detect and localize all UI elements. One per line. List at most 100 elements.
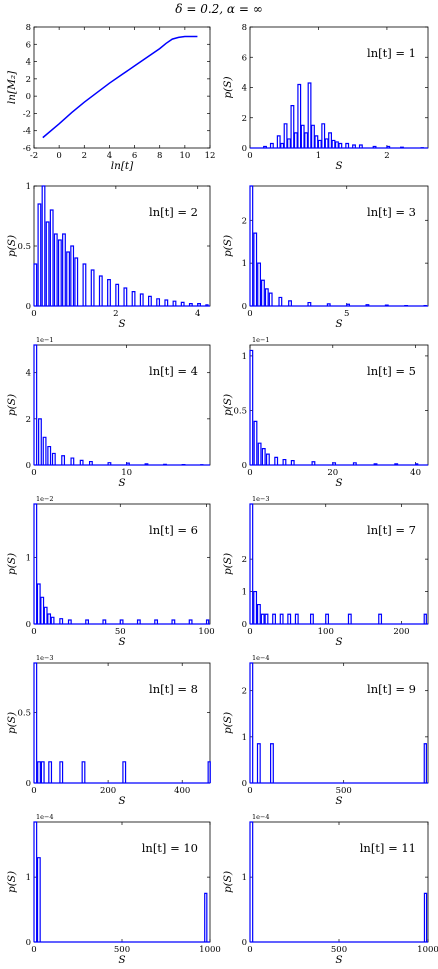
x-tick-label: 500 (331, 945, 347, 955)
histogram-bar (282, 458, 287, 465)
x-tick-label: 0 (247, 786, 252, 796)
histogram-bar (82, 263, 87, 306)
x-tick-label: 2 (113, 309, 118, 319)
histogram-bar (338, 142, 343, 148)
histogram-bar (98, 275, 103, 306)
panel-1: -2 0 2 4 6 8 10 12 -6 -4 -2 0 2 4 6 8 ln[t] ln[M₂] (6, 23, 215, 172)
x-tick-label: 100 (198, 627, 214, 637)
histogram-bar (324, 138, 329, 148)
x-tick-label: 4 (195, 309, 200, 319)
histogram-bar (283, 123, 288, 148)
y-tick-label: -4 (23, 127, 31, 137)
panel-2: 0 1 2 0 2 4 6 8 Sp(S) ln[t] = 1 (222, 23, 429, 172)
x-tick-label: 400 (174, 786, 190, 796)
histogram-bar (48, 761, 53, 783)
x-tick-label: 0 (31, 945, 36, 955)
panel-label: ln[t] = 7 (367, 523, 416, 537)
histogram-bar (74, 257, 79, 306)
histogram-bar (263, 145, 267, 148)
x-axis-label: S (335, 636, 342, 648)
histogram-bar (352, 462, 357, 465)
axis-exponent: 1e−4 (36, 813, 54, 821)
histogram-bar (261, 279, 265, 306)
y-tick-label: 0 (242, 779, 247, 789)
y-tick-label: 0 (26, 461, 31, 471)
histogram-bar (79, 459, 84, 465)
histogram-bar (253, 590, 258, 624)
x-tick-label: 40 (410, 468, 421, 478)
panel-11: 0 500 1000 0 1 1e−4 Sp(S) ln[t] = 10 (6, 813, 221, 966)
x-tick-label: 6 (132, 151, 137, 161)
histogram-bar (307, 82, 312, 148)
histogram-bar (188, 303, 193, 306)
histogram-bar (115, 283, 120, 306)
histogram-bar (358, 144, 363, 148)
x-tick-label: 0 (247, 627, 252, 637)
axis-exponent: 1e−1 (36, 336, 54, 344)
histogram-bar (90, 269, 95, 306)
histogram-bar (278, 296, 283, 306)
y-axis-label: p(S) (6, 235, 18, 257)
x-tick-label: 1000 (417, 945, 438, 955)
histogram-bar (33, 662, 38, 783)
x-tick-label: 0 (31, 786, 36, 796)
x-axis-label: S (118, 954, 125, 966)
histogram-bar (47, 445, 52, 465)
x-axis-label: S (335, 795, 342, 807)
histogram-bar (328, 132, 333, 148)
histogram-bar (42, 436, 47, 465)
histogram-bar (268, 292, 273, 306)
histogram-bar (372, 145, 377, 148)
histogram-bar (347, 613, 352, 624)
histogram-bar (102, 619, 107, 624)
plot-frame (33, 185, 211, 307)
histogram-bar (139, 293, 144, 306)
y-tick-label: 2 (242, 216, 247, 226)
y-tick-label: 0.5 (17, 242, 31, 252)
x-axis-label: S (335, 954, 342, 966)
histogram-bar (294, 613, 299, 624)
y-axis-label: ln[M₂] (6, 70, 18, 104)
histogram-bar (156, 298, 161, 306)
histogram-bar (261, 448, 266, 465)
histogram-bar (70, 457, 75, 465)
histogram-bar (37, 761, 41, 783)
histogram-bar (345, 142, 350, 148)
panel-label: ln[t] = 5 (367, 364, 416, 378)
x-tick-label: 5 (344, 309, 349, 319)
histogram-bar (205, 619, 210, 624)
histogram-bar (311, 461, 316, 465)
y-tick-label: 0 (242, 144, 247, 154)
y-tick-label: 2 (26, 415, 31, 425)
y-tick-label: 1 (242, 588, 247, 598)
x-tick-label: 20 (327, 468, 338, 478)
histogram-bar (180, 301, 185, 306)
panel-label: ln[t] = 10 (142, 841, 198, 855)
histogram-bar (207, 761, 211, 783)
x-tick-label: -2 (30, 151, 38, 161)
histogram-bar (107, 462, 112, 465)
histogram-bar (33, 263, 38, 306)
y-axis-label: p(S) (222, 871, 234, 893)
histogram-bar (253, 232, 258, 306)
histogram-bar (253, 420, 258, 465)
x-tick-label: 50 (115, 627, 126, 637)
x-tick-label: 500 (336, 786, 352, 796)
y-tick-label: 0 (26, 92, 31, 102)
x-tick-label: 0 (247, 309, 252, 319)
y-tick-label: 0.5 (17, 708, 31, 718)
histogram-bar (326, 303, 331, 306)
histogram-bar (33, 344, 38, 465)
y-tick-label: -2 (23, 109, 31, 119)
series-line (42, 35, 198, 139)
histogram-bar (332, 462, 337, 465)
histogram-bar (59, 761, 64, 783)
histogram-bar (122, 761, 127, 783)
histogram-bar (264, 288, 269, 306)
panel-12: 0 500 1000 0 1 1e−4 Sp(S) ln[t] = 11 (222, 813, 438, 966)
histogram-bar (334, 141, 339, 148)
histogram-bar (331, 139, 336, 148)
histogram-bar (249, 503, 254, 624)
x-axis-label: S (118, 318, 125, 330)
panel-label: ln[t] = 3 (367, 205, 416, 219)
